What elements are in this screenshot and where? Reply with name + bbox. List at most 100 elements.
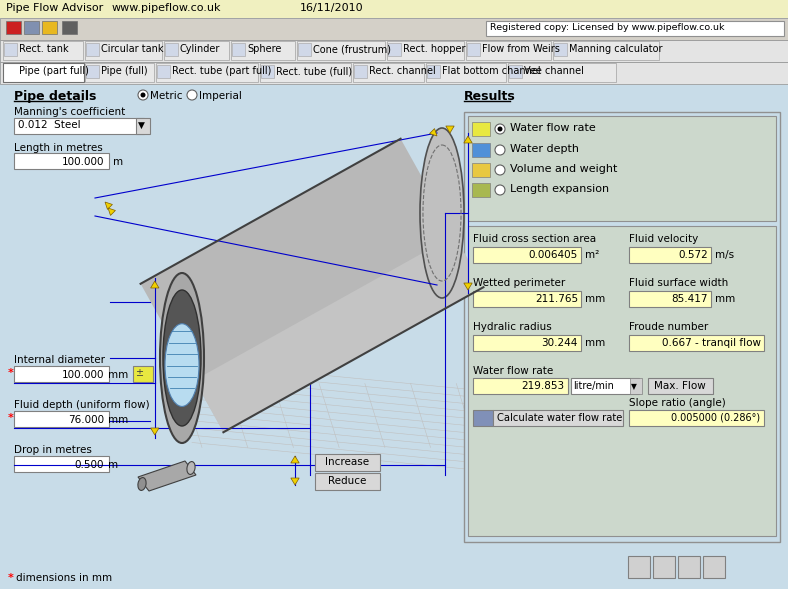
Bar [298,43,311,56]
Bar [3,41,83,60]
Bar [472,122,490,136]
Text: Metric: Metric [150,91,183,101]
Bar [472,183,490,197]
Bar [629,335,764,351]
Text: ▼: ▼ [138,121,145,130]
Ellipse shape [187,462,195,474]
Bar [6,21,21,34]
Text: mm: mm [715,294,735,304]
Bar [315,454,380,471]
Bar [86,43,99,56]
Bar [86,65,99,78]
Bar [156,63,258,82]
Polygon shape [464,136,472,143]
Text: Length in metres: Length in metres [14,143,102,153]
Bar [261,65,274,78]
Bar [629,247,711,263]
Bar [468,226,776,536]
Text: Length expansion: Length expansion [510,184,609,194]
Bar [0,40,788,62]
Bar [554,43,567,56]
Bar [473,378,568,394]
Bar [85,41,162,60]
Bar [14,153,109,169]
Text: *: * [8,573,14,583]
Polygon shape [151,281,159,288]
Text: 0.012  Steel: 0.012 Steel [18,120,80,130]
Text: Fluid depth (uniform flow): Fluid depth (uniform flow) [14,400,150,410]
Polygon shape [464,283,472,290]
Text: 0.667 - tranqil flow: 0.667 - tranqil flow [662,338,761,348]
Text: m: m [108,460,118,470]
Text: Internal diameter: Internal diameter [14,355,105,365]
Text: 0.005000 (0.286°): 0.005000 (0.286°) [671,413,760,423]
Text: Registered copy: Licensed by www.pipeflow.co.uk: Registered copy: Licensed by www.pipeflo… [490,23,724,32]
Text: Rect. channel: Rect. channel [369,66,436,76]
Text: Manning's coefficient: Manning's coefficient [14,107,125,117]
Text: www.pipeflow.co.uk: www.pipeflow.co.uk [112,3,221,13]
Circle shape [138,90,148,100]
Text: Sphere: Sphere [247,44,281,54]
Bar [629,410,764,426]
Bar [427,65,440,78]
Circle shape [495,145,505,155]
Bar [14,456,109,472]
Bar [628,556,650,578]
Text: Cylinder: Cylinder [180,44,221,54]
Bar [553,41,659,60]
Bar [473,291,581,307]
Bar [653,556,675,578]
Text: mm: mm [108,370,128,380]
Bar [472,163,490,177]
Bar [157,65,170,78]
Bar [232,43,245,56]
Ellipse shape [138,478,146,491]
Bar [486,21,784,36]
Circle shape [497,127,503,131]
Bar [85,63,154,82]
Bar [231,41,295,60]
Text: 85.417: 85.417 [671,294,708,304]
Text: Rect. hopper: Rect. hopper [403,44,466,54]
Bar [297,41,385,60]
Bar [508,63,616,82]
Text: 76.000: 76.000 [68,415,104,425]
Polygon shape [151,428,159,435]
Bar [0,62,788,84]
Text: Circular tank: Circular tank [101,44,163,54]
Text: Reduce: Reduce [328,476,366,486]
Text: m/s: m/s [715,250,734,260]
Text: Pipe (part full): Pipe (part full) [19,66,89,76]
Bar [629,291,711,307]
Bar [648,378,713,394]
Polygon shape [108,208,115,216]
Text: *: * [8,413,14,423]
Text: Rect. tank: Rect. tank [19,44,69,54]
Text: 211.765: 211.765 [535,294,578,304]
Bar [354,65,367,78]
Polygon shape [138,461,196,491]
Text: Max. Flow: Max. Flow [654,381,706,391]
Bar [260,63,351,82]
Bar [0,0,788,18]
Polygon shape [291,478,299,485]
Bar [4,65,17,78]
Text: 100.000: 100.000 [61,157,104,167]
Bar [136,118,150,134]
Ellipse shape [160,273,204,443]
Text: litre/min: litre/min [573,381,614,391]
Bar [509,65,522,78]
Circle shape [495,165,505,175]
Bar [703,556,725,578]
Text: Water flow rate: Water flow rate [473,366,553,376]
Ellipse shape [420,128,464,298]
Bar [467,43,480,56]
Bar [571,378,639,394]
Bar [4,43,17,56]
Bar [468,116,776,221]
Text: Volume and weight: Volume and weight [510,164,617,174]
Bar [3,63,83,82]
Text: Flat bottom channel: Flat bottom channel [442,66,541,76]
Circle shape [495,124,505,134]
Ellipse shape [163,290,201,426]
